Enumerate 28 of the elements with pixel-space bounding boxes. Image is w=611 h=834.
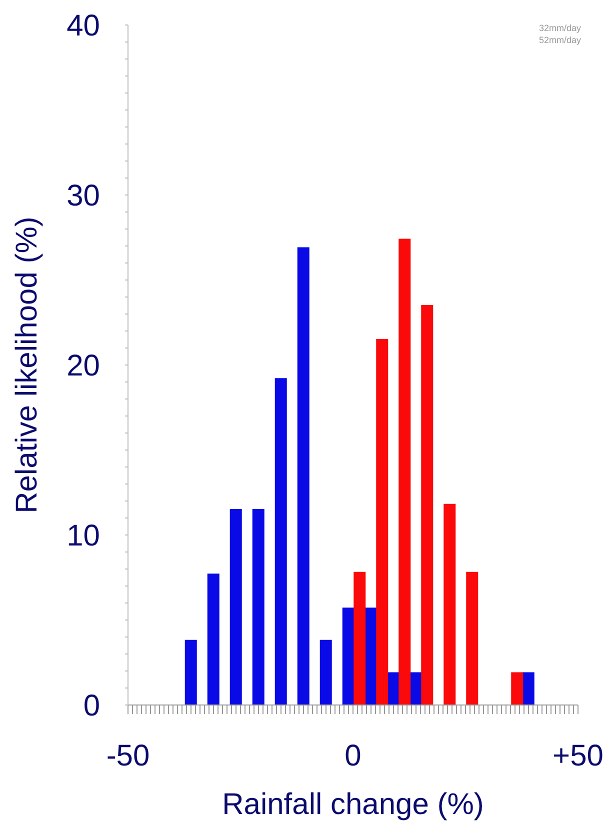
bar xyxy=(320,640,332,705)
bar xyxy=(184,640,197,705)
y-tick-label: 10 xyxy=(66,520,100,553)
y-tick-label: 40 xyxy=(66,10,100,43)
bar xyxy=(398,238,411,705)
annotation: 52mm/day xyxy=(538,34,581,46)
bar xyxy=(376,339,388,705)
x-tick-label: -50 xyxy=(106,739,150,772)
annotation: 32mm/day xyxy=(538,22,581,34)
bar xyxy=(252,509,264,705)
bar xyxy=(421,305,434,705)
bar xyxy=(230,509,242,705)
x-axis-title: Rainfall change (%) xyxy=(222,788,484,821)
y-axis-title: Relative likelihood (%) xyxy=(10,216,44,514)
bar xyxy=(522,672,534,705)
bar xyxy=(342,608,354,705)
bar xyxy=(297,247,310,705)
bar xyxy=(444,504,456,705)
bar xyxy=(354,572,366,705)
x-tick-label: 0 xyxy=(344,739,362,772)
y-tick-label: 0 xyxy=(83,690,100,723)
bar xyxy=(466,572,478,705)
bar xyxy=(274,378,287,705)
bar xyxy=(511,672,524,705)
bar xyxy=(207,574,220,705)
y-tick-label: 20 xyxy=(66,350,100,383)
x-tick-label: +50 xyxy=(552,739,604,772)
y-tick-label: 30 xyxy=(66,180,100,213)
